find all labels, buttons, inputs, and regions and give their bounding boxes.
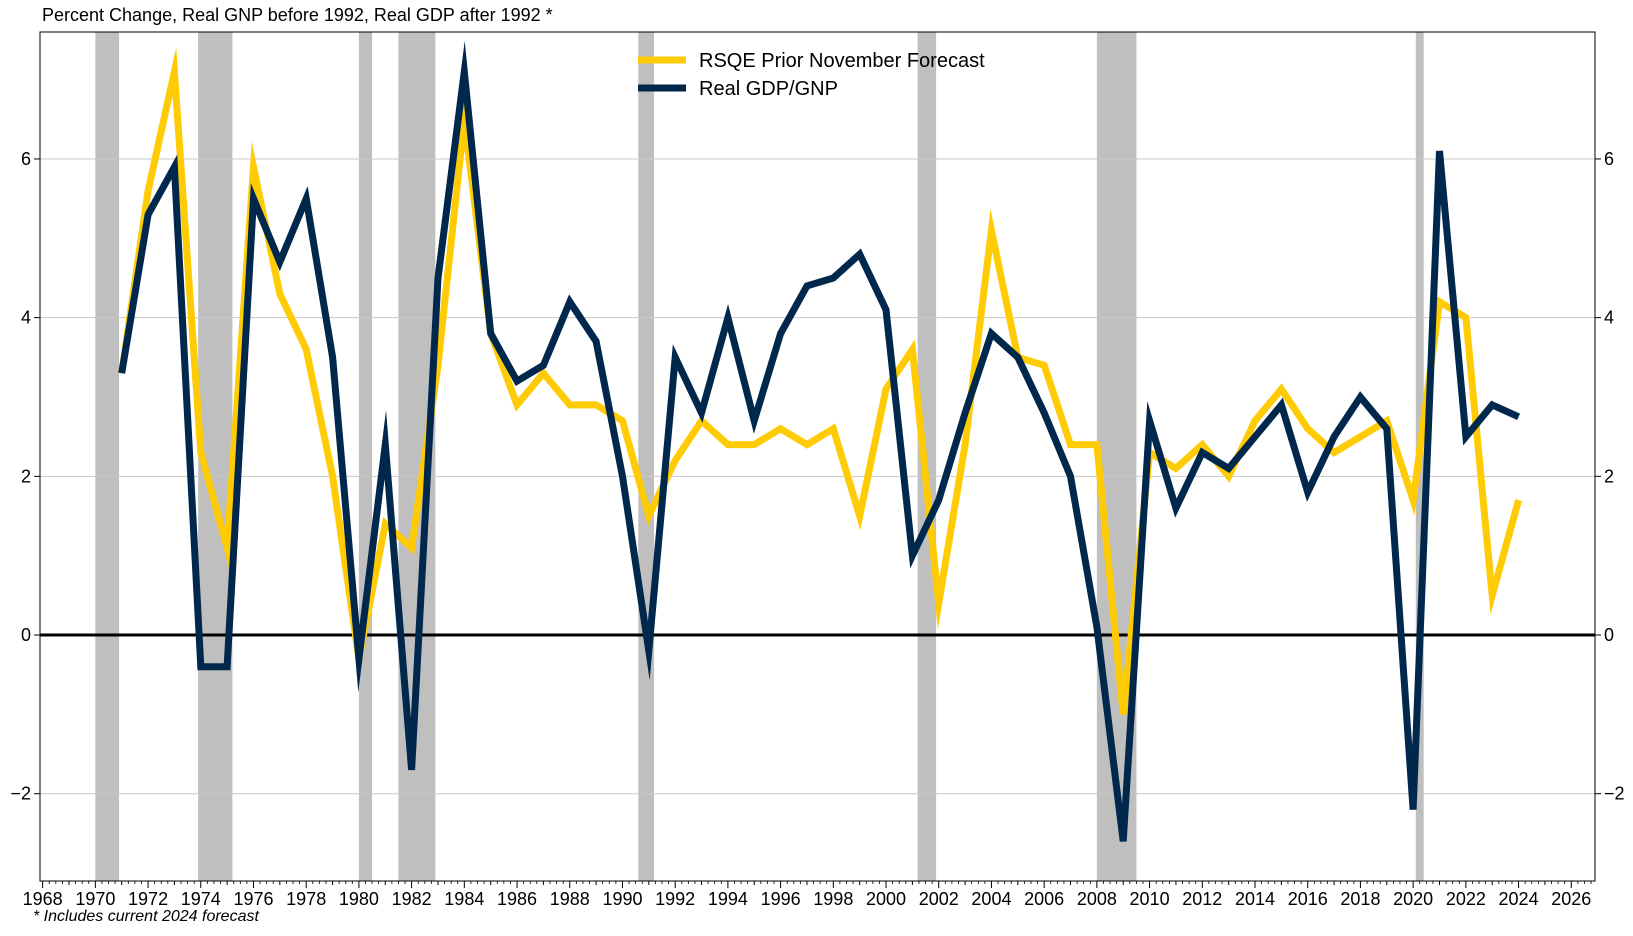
- x-tick-label: 1976: [233, 889, 273, 909]
- y-axis: −2 −2 0 0 2 2 4 4 6 6: [10, 149, 1624, 804]
- x-tick-label: 1972: [128, 889, 168, 909]
- x-tick-label: 1980: [339, 889, 379, 909]
- x-tick-label: 1974: [181, 889, 221, 909]
- y-tick-label-left: −2: [10, 784, 31, 804]
- recession-band: [95, 32, 120, 881]
- x-tick-label: 2026: [1551, 889, 1591, 909]
- x-tick-label: 2018: [1340, 889, 1380, 909]
- plot-frame: [39, 31, 1596, 882]
- x-tick-label: 2010: [1130, 889, 1170, 909]
- x-tick-label: 2006: [1024, 889, 1064, 909]
- chart-title: Percent Change, Real GNP before 1992, Re…: [42, 5, 553, 25]
- x-tick-label: 1998: [813, 889, 853, 909]
- legend: RSQE Prior November Forecast Real GDP/GNP: [638, 50, 985, 100]
- x-tick-label: 1968: [23, 889, 63, 909]
- legend-label: Real GDP/GNP: [699, 78, 838, 100]
- x-tick-label: 2024: [1499, 889, 1539, 909]
- x-tick-label: 2012: [1182, 889, 1222, 909]
- x-tick-label: 1992: [655, 889, 695, 909]
- x-tick-label: 1988: [550, 889, 590, 909]
- y-tick-label-right: 0: [1604, 625, 1614, 645]
- y-tick-label-right: −2: [1604, 784, 1625, 804]
- y-tick-label-right: 4: [1604, 308, 1614, 328]
- series-line-rsqe-forecast: [118, 47, 1522, 715]
- y-tick-label-left: 4: [21, 308, 31, 328]
- y-tick-label-left: 6: [21, 149, 31, 169]
- x-tick-label: 1996: [761, 889, 801, 909]
- y-tick-label-right: 2: [1604, 466, 1614, 486]
- x-tick-label: 2008: [1077, 889, 1117, 909]
- x-tick-label: 1978: [286, 889, 326, 909]
- recession-band: [358, 32, 373, 881]
- x-tick-label: 2014: [1235, 889, 1275, 909]
- x-tick-label: 2016: [1288, 889, 1328, 909]
- x-tick-label: 1990: [602, 889, 642, 909]
- x-tick-label: 2002: [919, 889, 959, 909]
- x-tick-label: 1970: [75, 889, 115, 909]
- x-tick-label: 2020: [1393, 889, 1433, 909]
- legend-label: RSQE Prior November Forecast: [699, 50, 985, 72]
- x-tick-label: 1984: [444, 889, 484, 909]
- y-tick-label-left: 2: [21, 466, 31, 486]
- series-line-real-gdp-gnp: [118, 40, 1521, 842]
- gridlines: [40, 158, 1595, 795]
- x-axis: 1968 1970 1972 1974 1976 1978 1980 1982 1984 1986…: [23, 881, 1592, 909]
- series-lines: [118, 40, 1522, 842]
- x-tick-label: 1982: [392, 889, 432, 909]
- y-tick-label-left: 0: [21, 625, 31, 645]
- x-tick-label: 1986: [497, 889, 537, 909]
- x-tick-label: 2000: [866, 889, 906, 909]
- y-tick-label-right: 6: [1604, 149, 1614, 169]
- x-tick-label: 2022: [1446, 889, 1486, 909]
- x-tick-label: 2004: [971, 889, 1011, 909]
- chart-footnote: * Includes current 2024 forecast: [33, 908, 259, 925]
- x-tick-label: 1994: [708, 889, 748, 909]
